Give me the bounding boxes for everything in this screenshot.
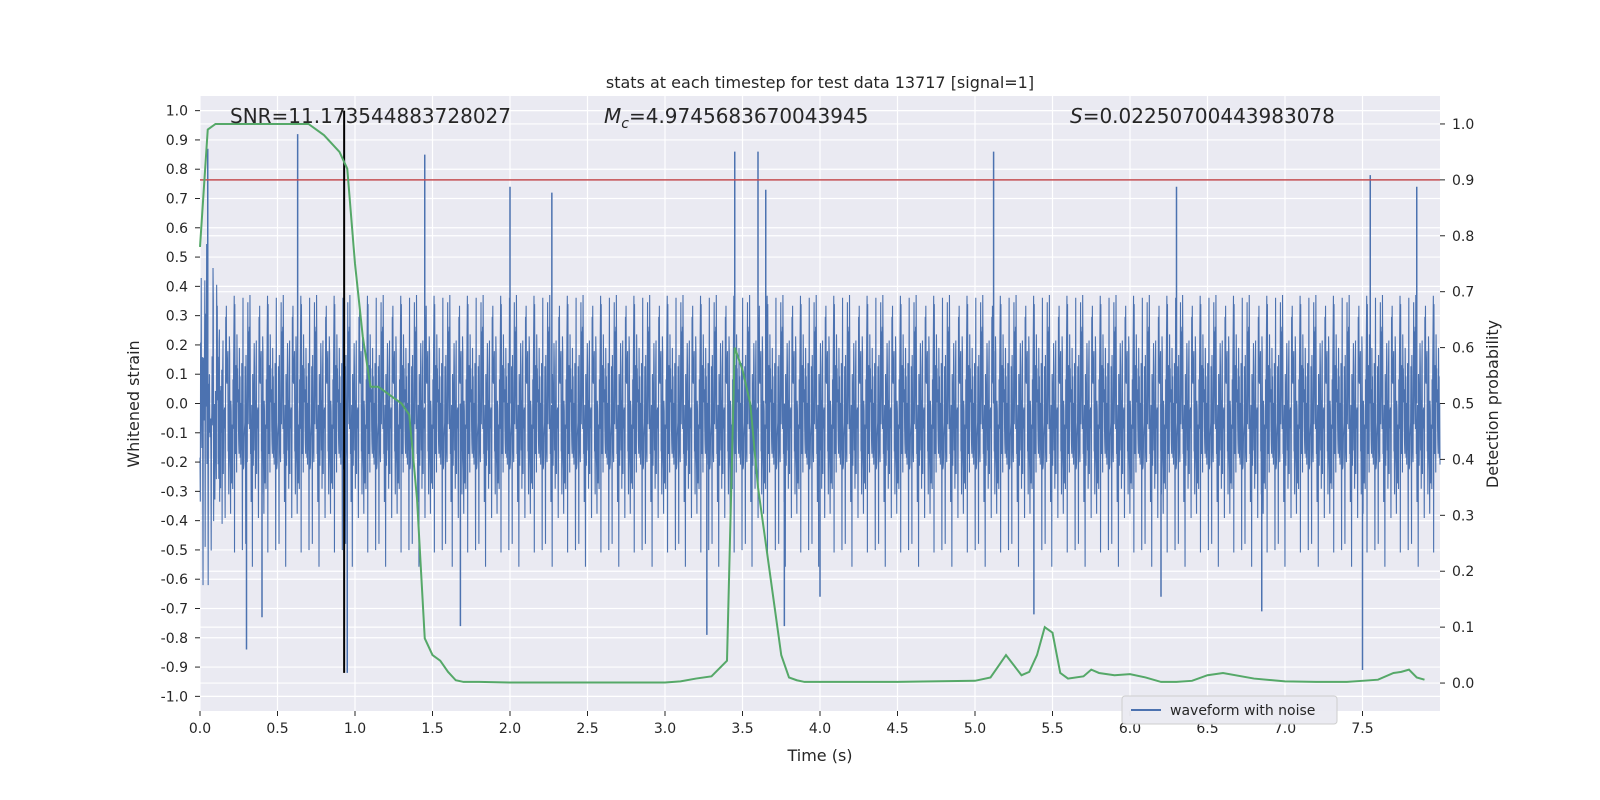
legend: waveform with noise [1121, 695, 1338, 725]
legend-label-waveform: waveform with noise [1170, 703, 1315, 719]
probability-line [199, 122, 1425, 684]
y-tick-label-right: 0.0 [1452, 676, 1474, 692]
y-tick-label-left: -0.5 [161, 543, 188, 559]
y-tick-label-left: 0.2 [166, 338, 188, 354]
probability-series [199, 122, 1425, 684]
y-tick-label-left: 0.1 [166, 367, 188, 383]
y-tick-label-left: 0.5 [166, 250, 188, 266]
s-annotation: S=0.02250700443983078 [1070, 104, 1335, 128]
chirp-mass-annotation: Mc=4.9745683670043945 [604, 104, 868, 132]
y-tick-label-left: 0.8 [166, 162, 188, 178]
y-tick-label-right: 0.7 [1452, 285, 1474, 301]
y-tick-label-right: 0.1 [1452, 620, 1474, 636]
x-tick-label: 1.5 [421, 721, 443, 737]
y-tick-label-left: -1.0 [161, 689, 188, 705]
chirp-mass-value: =4.9745683670043945 [629, 104, 868, 128]
y-tick-label-right: 0.8 [1452, 229, 1474, 245]
y-tick-label-left: -0.6 [161, 572, 188, 588]
x-tick-label: 1.0 [344, 721, 366, 737]
x-tick-label: 4.5 [886, 721, 908, 737]
y-tick-label-right: 1.0 [1452, 117, 1474, 133]
x-axis-label: Time (s) [786, 746, 852, 765]
y-tick-label-left: -0.9 [161, 660, 188, 676]
x-tick-label: 7.0 [1274, 721, 1296, 737]
y-tick-label-right: 0.9 [1452, 173, 1474, 189]
s-symbol: S [1070, 104, 1083, 128]
x-tick-label: 2.0 [499, 721, 521, 737]
waveform-series [199, 134, 1441, 673]
snr-annotation: SNR=11.173544883728027 [230, 104, 511, 128]
y-ticks-left: -1.0 -0.9 -0.8 -0.7 -0.6 -0.5 -0.4 -0.3 -0.2 -0.1… [161, 104, 200, 705]
y-tick-label-left: -0.1 [161, 426, 188, 442]
x-tick-label: 0.0 [189, 721, 211, 737]
x-ticks: 0.0 0.5 1.0 1.5 2.0 2.5 3.0 3.5 4.0 4.5 5.0 5.5 6.0 6… [189, 711, 1374, 737]
x-tick-label: 4.0 [809, 721, 831, 737]
x-tick-label: 3.5 [731, 721, 753, 737]
y-tick-label-right: 0.5 [1452, 397, 1474, 413]
y-tick-label-left: 0.0 [166, 397, 188, 413]
y-tick-label-left: 0.7 [166, 192, 188, 208]
y-tick-label-left: 0.9 [166, 133, 188, 149]
x-tick-label: 0.5 [266, 721, 288, 737]
y-tick-label-right: 0.2 [1452, 564, 1474, 580]
y-tick-label-left: -0.2 [161, 455, 188, 471]
y-tick-label-left: 0.4 [166, 279, 188, 295]
x-tick-label: 6.0 [1119, 721, 1141, 737]
y-tick-label-left: 1.0 [166, 104, 188, 120]
x-tick-label: 5.5 [1041, 721, 1063, 737]
x-tick-label: 2.5 [576, 721, 598, 737]
y-axis-label-right: Detection probability [1483, 320, 1502, 488]
waveform-spikes [207, 134, 1418, 673]
x-tick-label: 5.0 [964, 721, 986, 737]
y-tick-label-left: 0.3 [166, 309, 188, 325]
x-tick-label: 3.0 [654, 721, 676, 737]
y-tick-label-left: 0.6 [166, 221, 188, 237]
chirp-mass-subscript: c [621, 116, 629, 132]
y-tick-label-left: -0.4 [161, 514, 188, 530]
y-tick-label-left: -0.7 [161, 602, 188, 618]
y-axis-label-left: Whitened strain [124, 340, 143, 467]
legend-box [1121, 695, 1338, 725]
x-tick-label: 6.5 [1196, 721, 1218, 737]
y-tick-label-right: 0.3 [1452, 508, 1474, 524]
x-tick-label: 7.5 [1351, 721, 1373, 737]
s-value: =0.02250700443983078 [1083, 104, 1335, 128]
y-tick-label-left: -0.8 [161, 631, 188, 647]
chart-title: stats at each timestep for test data 137… [606, 73, 1034, 92]
chirp-mass-symbol: M [604, 104, 621, 128]
y-tick-label-right: 0.6 [1452, 341, 1474, 357]
y-tick-label-right: 0.4 [1452, 452, 1474, 468]
y-ticks-right: 0.0 0.1 0.2 0.3 0.4 0.5 0.6 0.7 0.8 0.9 1.0 [1440, 117, 1474, 692]
y-tick-label-left: -0.3 [161, 484, 188, 500]
